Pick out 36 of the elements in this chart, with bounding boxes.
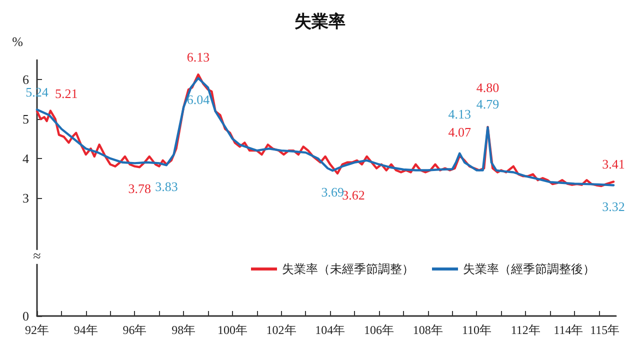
y-axis-title: % [12,34,24,49]
x-tick-label: 110年 [462,323,492,337]
data-label: 4.07 [448,124,472,140]
x-tick-label: 104年 [315,323,346,337]
data-label: 6.04 [186,92,210,108]
x-tick-label: 106年 [364,323,394,337]
x-tick-label: 102年 [266,323,296,337]
x-tick-label: 100年 [217,323,248,337]
data-label: 3.41 [602,156,625,172]
data-label: 4.80 [476,80,500,95]
data-label: 5.21 [55,86,78,101]
y-tick-label: 5 [22,112,29,127]
x-tick-label: 98年 [172,323,196,337]
data-label: 4.13 [448,106,472,122]
x-tick-label: 96年 [122,323,147,337]
x-tick-label: 114年 [554,323,584,337]
x-tick-label: 94年 [74,323,98,337]
x-tick-label: 108年 [412,323,443,337]
legend-label: 失業率（未經季節調整） [282,262,414,276]
y-tick-label: 3 [22,190,29,206]
data-label: 3.78 [128,181,151,196]
data-label: 3.62 [342,187,365,202]
y-tick-label: 4 [22,150,30,166]
annotation: ≈ [33,249,42,264]
x-tick-label: 112年 [510,323,540,337]
data-label: 6.13 [186,50,210,65]
data-label: 3.83 [155,179,178,194]
y-tick-label: 0 [22,308,29,324]
chart-title: 失業率 [294,12,346,31]
x-tick-label: 115年 [590,323,620,337]
data-label: 3.32 [602,199,625,214]
x-tick-label: 92年 [25,323,49,337]
y-tick-label: 6 [22,72,30,88]
legend-label: 失業率（經季節調整後） [463,262,595,276]
data-label: 3.69 [321,184,344,200]
data-label: 4.79 [476,96,500,112]
